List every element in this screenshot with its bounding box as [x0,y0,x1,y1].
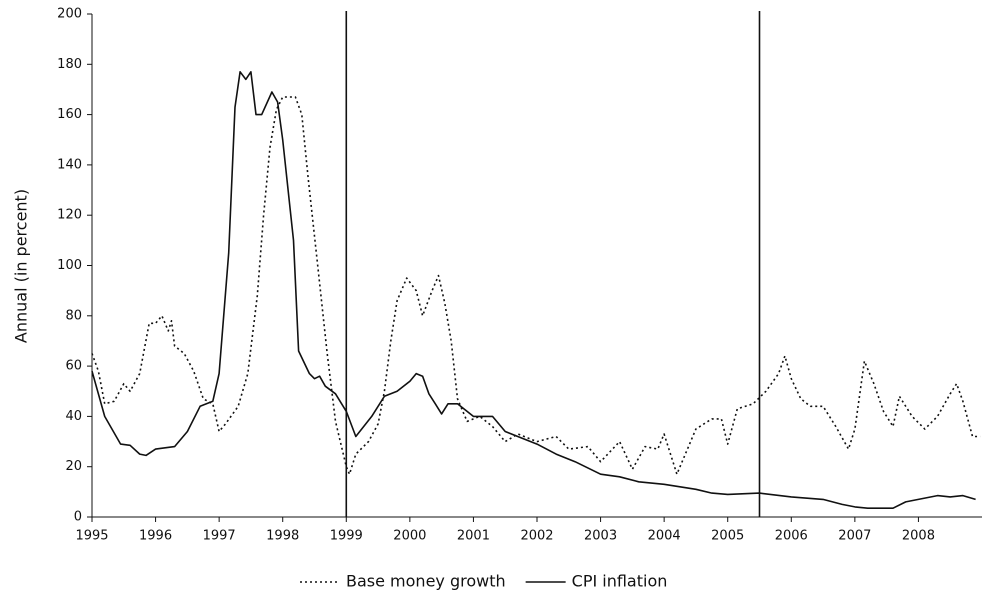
legend-label: Base money growth [346,572,506,591]
y-tick-label: 80 [65,308,82,323]
x-tick-label: 2001 [457,529,490,544]
x-tick-label: 2003 [584,529,617,544]
x-tick-label: 2002 [520,529,553,544]
x-tick-label: 2006 [775,529,808,544]
series-line [91,96,981,475]
y-tick-label: 180 [57,57,82,72]
x-tick-label: 2008 [902,529,935,544]
x-tick-label: 1998 [266,529,299,544]
x-tick-label: 2007 [838,529,871,544]
y-tick-label: 20 [65,459,82,474]
y-tick-label: 100 [57,258,82,273]
y-tick-label: 200 [57,7,82,22]
x-tick-label: 2005 [711,529,744,544]
y-tick-label: 60 [65,359,82,374]
series-line [91,71,976,509]
x-tick-label: 2000 [393,529,426,544]
x-tick-label: 1995 [75,529,108,544]
y-tick-label: 160 [57,107,82,122]
legend-label: CPI inflation [572,572,668,591]
x-tick-label: 1996 [139,529,172,544]
x-tick-label: 1999 [330,529,363,544]
x-tick-label: 1997 [203,529,236,544]
x-tick-label: 2004 [648,529,681,544]
y-axis-title: Annual (in percent) [12,189,31,343]
y-tick-label: 120 [57,208,82,223]
y-tick-label: 0 [74,510,82,525]
y-tick-label: 40 [65,409,82,424]
y-tick-label: 140 [57,157,82,172]
